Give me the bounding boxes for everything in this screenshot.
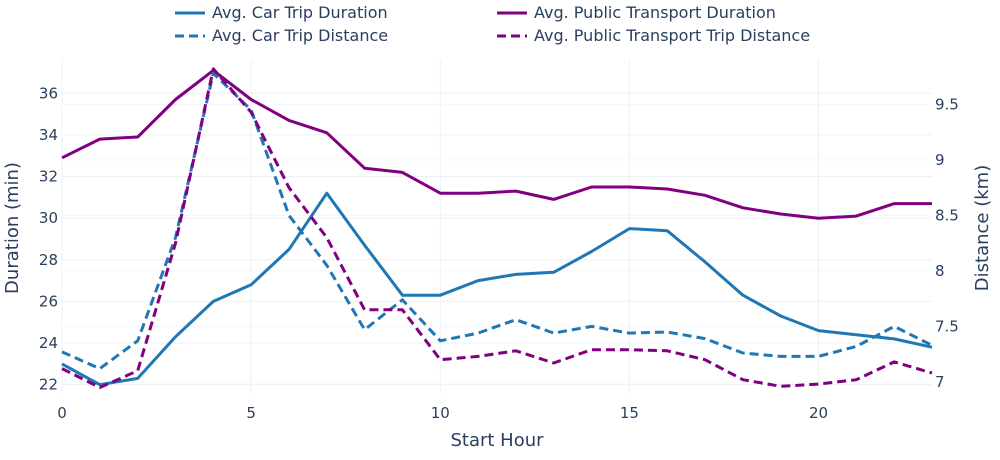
x-tick-label: 0: [57, 404, 67, 422]
y2-tick-label: 9.5: [935, 95, 959, 113]
legend-item-car-distance[interactable]: Avg. Car Trip Distance: [175, 26, 388, 45]
legend-label: Avg. Public Transport Duration: [534, 3, 776, 22]
y-tick-label: 30: [39, 209, 58, 227]
y-tick-label: 28: [39, 251, 58, 269]
y-tick-label: 36: [39, 84, 58, 102]
series-line-2: [61, 71, 933, 371]
x-axis-title: Start Hour: [450, 430, 544, 451]
y-tick-label: 32: [39, 168, 58, 186]
y2-tick-label: 7.5: [935, 317, 959, 335]
series-line-3: [61, 67, 933, 389]
x-tick-label: 15: [620, 404, 639, 422]
y2-tick-label: 8: [935, 262, 945, 280]
legend: Avg. Car Trip Duration Avg. Car Trip Dis…: [175, 3, 810, 45]
series-layer: [61, 67, 933, 389]
y-axis-title: Duration (min): [2, 162, 23, 294]
x-tick-label: 10: [431, 404, 450, 422]
legend-item-pt-distance[interactable]: Avg. Public Transport Trip Distance: [497, 26, 810, 45]
y2-tick-label: 9: [935, 151, 945, 169]
legend-label: Avg. Car Trip Distance: [212, 26, 388, 45]
series-line-1: [61, 68, 932, 220]
x-tick-label: 20: [809, 404, 828, 422]
y2-tick-label: 8.5: [935, 206, 959, 224]
y-tick-label: 34: [39, 126, 58, 144]
y-tick-label: 26: [39, 292, 58, 310]
y-tick-label: 24: [39, 334, 58, 352]
grid-lines: [61, 60, 932, 393]
legend-item-car-duration[interactable]: Avg. Car Trip Duration: [175, 3, 388, 22]
y-tick-label: 22: [39, 376, 58, 394]
legend-label: Avg. Car Trip Duration: [212, 3, 388, 22]
y2-axis-title: Distance (km): [972, 165, 993, 291]
legend-label: Avg. Public Transport Trip Distance: [534, 26, 810, 45]
legend-item-pt-duration[interactable]: Avg. Public Transport Duration: [497, 3, 776, 22]
x-tick-label: 5: [246, 404, 256, 422]
series-line-0: [61, 191, 933, 387]
y2-tick-label: 7: [935, 373, 945, 391]
axes: 0 5 10 15 20 22 24 26 28 30 32 34 36 7 7.5 8 8.5 9 9.5: [39, 84, 959, 422]
